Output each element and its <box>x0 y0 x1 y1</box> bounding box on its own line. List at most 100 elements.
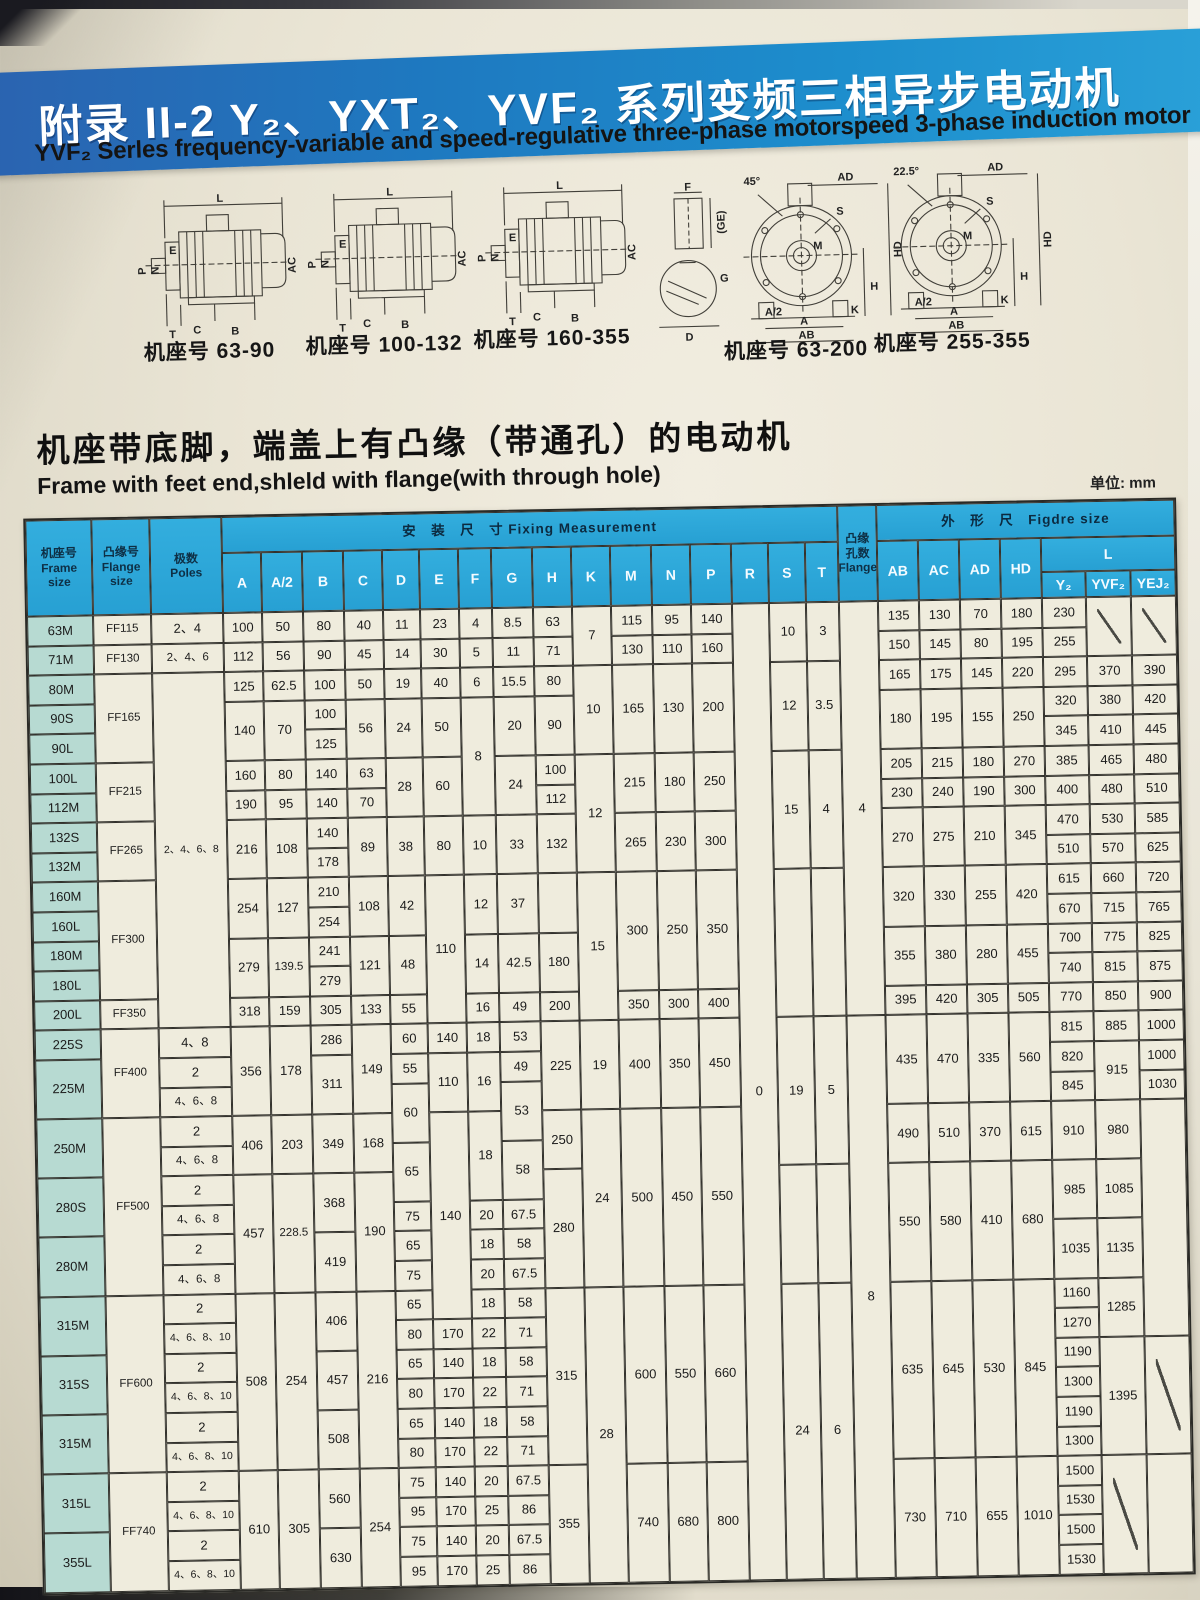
table-cell: 645 <box>931 1280 976 1459</box>
table-cell: 40 <box>343 610 384 641</box>
header-cell: 机座号 Frame size <box>25 519 94 617</box>
table-cell <box>1146 1453 1194 1573</box>
table-cell: 25 <box>475 1495 509 1526</box>
table-cell: 1010 <box>1016 1456 1060 1576</box>
motor-side-drawing: L P N E AC T C B <box>137 193 299 341</box>
table-cell: 203 <box>271 1114 314 1175</box>
table-cell: 330 <box>923 865 966 926</box>
table-cell: 580 <box>929 1161 973 1281</box>
table-cell: 4、6、8、10 <box>165 1382 238 1414</box>
table-cell: 42 <box>387 875 426 936</box>
table-cell: 455 <box>1006 923 1049 984</box>
table-cell: 254 <box>359 1468 401 1588</box>
table-cell: 1530 <box>1058 1484 1103 1516</box>
table-cell: 200 <box>539 991 580 1022</box>
table-cell: 265 <box>614 812 657 873</box>
table-cell: 20 <box>475 1525 510 1556</box>
dim-label-T: T <box>169 329 176 341</box>
header-cell: F <box>457 548 492 609</box>
header-cell: 极数 Poles <box>149 517 223 615</box>
table-cell: 20 <box>469 1199 504 1231</box>
motor-front-view-255-355: 22.5° AD S M H HD A/2 K A AB <box>861 157 1061 349</box>
table-cell: 406 <box>232 1115 273 1176</box>
table-cell: 350 <box>617 989 660 1021</box>
table-cell: 110 <box>428 1052 469 1113</box>
header-cell: D <box>381 549 420 611</box>
table-cell <box>1140 1098 1190 1337</box>
photo-edge-top <box>0 0 1200 9</box>
table-cell: 112 <box>223 641 264 673</box>
table-cell: 400 <box>618 1019 662 1109</box>
header-cell: B <box>301 550 344 612</box>
table-cell: FF215 <box>95 762 155 823</box>
table-cell: 180 <box>1000 598 1043 629</box>
table-cell: 1300 <box>1055 1366 1101 1397</box>
dim-label-P: P <box>476 254 488 262</box>
dim-label-D: D <box>685 331 693 343</box>
table-cell: 419 <box>314 1232 357 1293</box>
table-cell: 1030 <box>1139 1068 1186 1100</box>
table-cell: 480 <box>1089 773 1135 805</box>
table-cell: 490 <box>887 1103 930 1164</box>
table-cell: 14 <box>464 933 499 994</box>
table-cell: FF500 <box>102 1117 164 1296</box>
table-cell: 230 <box>655 811 696 872</box>
table-cell: 139.5 <box>267 937 311 997</box>
table-cell: 1000 <box>1138 1039 1185 1070</box>
table-cell: 30 <box>420 638 461 669</box>
table-cell: 90L <box>29 733 96 765</box>
table-cell: FF265 <box>96 821 156 882</box>
table-cell: 420 <box>1005 864 1048 925</box>
table-cell: 15.5 <box>493 666 535 697</box>
table-cell: 190 <box>226 789 266 821</box>
table-cell: FF115 <box>93 614 152 645</box>
table-cell <box>537 872 578 933</box>
table-cell: 550 <box>664 1284 707 1464</box>
table-cell: 195 <box>1001 627 1043 658</box>
table-cell: 1000 <box>1138 1009 1184 1041</box>
table-cell: 24 <box>581 1108 624 1288</box>
table-cell: 170 <box>434 1377 474 1409</box>
header-cell: H <box>531 546 572 608</box>
motor-front-drawing: 22.5° AD S M H HD A/2 K A AB <box>893 161 1054 334</box>
table-cell: 60 <box>390 1023 429 1054</box>
table-cell: 230 <box>881 777 923 809</box>
dim-label-E: E <box>339 239 347 251</box>
table-cell: 132M <box>31 852 98 883</box>
table-cell: 225 <box>540 1020 582 1111</box>
table-cell: 155 <box>961 687 1004 748</box>
header-cell: YVF₂ <box>1085 570 1131 598</box>
table-cell: 140 <box>306 817 349 849</box>
table-cell: 140 <box>427 1022 468 1054</box>
table-cell: 63 <box>532 606 573 637</box>
table-cell: 915 <box>1093 1040 1141 1101</box>
table-cell: 49 <box>498 991 541 1023</box>
table-cell: 600 <box>623 1285 668 1464</box>
table-cell: 985 <box>1052 1159 1098 1220</box>
table-cell: FF300 <box>97 880 159 1001</box>
table-cell: 2 <box>167 1530 241 1562</box>
header-cell: 外 形 尺 Figdre size <box>876 499 1175 542</box>
table-cell: 279 <box>228 937 270 998</box>
table-cell: 80 <box>423 815 464 876</box>
table-cell: 470 <box>926 1013 970 1104</box>
table-cell: 19 <box>384 668 422 699</box>
table-cell: 241 <box>308 936 351 967</box>
table-cell: 132 <box>536 813 577 874</box>
table-cell: 90 <box>303 640 346 671</box>
table-cell: 108 <box>265 818 308 879</box>
dim-label-S: S <box>836 206 844 218</box>
table-cell: 80 <box>398 1437 436 1469</box>
dim-label-AC: AC <box>286 257 298 273</box>
table-cell: 457 <box>233 1174 275 1294</box>
table-cell: 22 <box>473 1377 507 1408</box>
table-cell: 95 <box>399 1497 437 1528</box>
dim-label-K: K <box>851 304 859 316</box>
table-cell: 130 <box>611 634 654 666</box>
table-cell: 500 <box>620 1108 665 1287</box>
dim-label-AB: AB <box>798 329 814 341</box>
table-cell: 400 <box>697 988 740 1019</box>
table-cell: 63 <box>346 758 387 789</box>
table-cell: 60 <box>391 1082 430 1143</box>
table-cell: 280 <box>965 924 1008 985</box>
